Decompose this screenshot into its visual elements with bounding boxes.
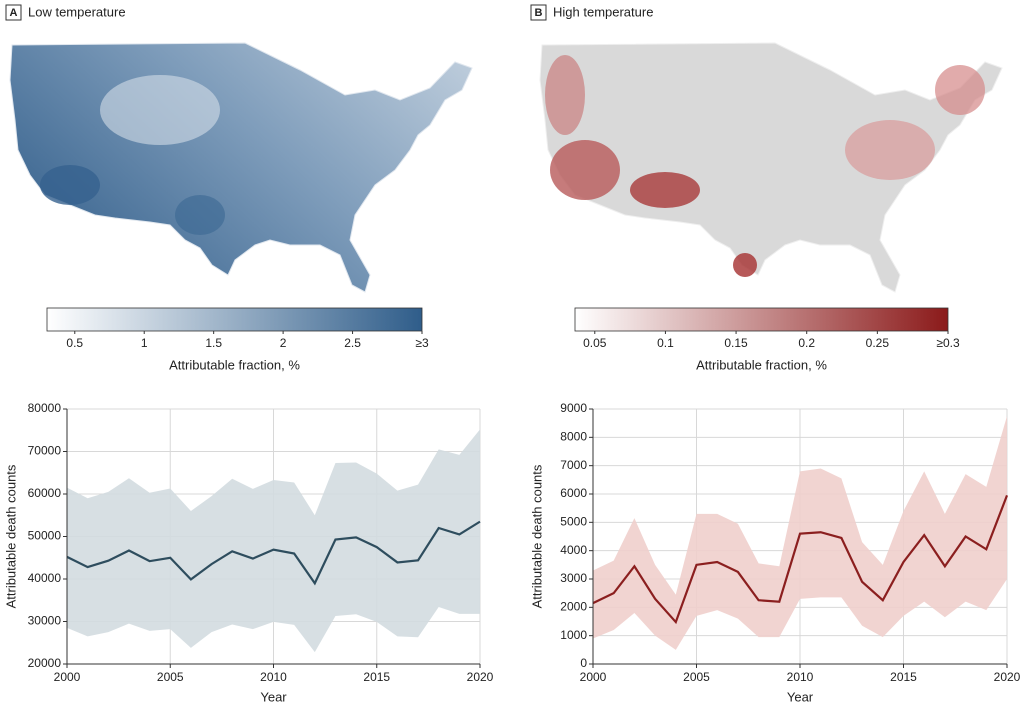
- line: [592, 495, 1009, 625]
- y-tick-label: 30000: [28, 614, 62, 628]
- x-tick-label: 1: [141, 336, 148, 350]
- x-tick-label: 0.1: [657, 336, 674, 350]
- x-tick-label: 2015: [363, 670, 390, 684]
- x-axis-label: Year: [787, 689, 814, 704]
- x-tick-label: 2010: [260, 670, 287, 684]
- y-tick-label: 20000: [28, 656, 62, 670]
- x-tick-label: 2000: [54, 670, 81, 684]
- line: [66, 520, 481, 586]
- panel-letter: A: [10, 7, 18, 19]
- panel-letter: B: [535, 7, 543, 19]
- y-tick-label: 1000: [560, 628, 587, 642]
- panel-title: Low temperature: [28, 4, 126, 19]
- confidence-band: [67, 429, 480, 653]
- colorbar: [574, 307, 949, 332]
- y-axis-label: Attributable death counts: [529, 464, 544, 608]
- x-tick-label: 0.25: [866, 336, 890, 350]
- y-tick-label: 60000: [28, 486, 62, 500]
- x-tick-label: 2.5: [344, 336, 361, 350]
- y-tick-label: 6000: [560, 486, 587, 500]
- x-tick-label: 2: [280, 336, 287, 350]
- x-tick-label: 2005: [683, 670, 710, 684]
- x-tick-label: 2000: [580, 670, 607, 684]
- y-tick-label: 3000: [560, 571, 587, 585]
- x-tick-label: 0.2: [798, 336, 815, 350]
- x-tick-label: 2020: [467, 670, 494, 684]
- y-tick-label: 8000: [560, 430, 587, 444]
- map-high: [539, 42, 1003, 293]
- colorbar: [46, 307, 423, 332]
- x-axis-label: Attributable fraction, %: [696, 357, 827, 372]
- x-tick-label: 0.05: [583, 336, 607, 350]
- x-tick-label: 1.5: [205, 336, 222, 350]
- x-tick-label: 0.5: [66, 336, 83, 350]
- x-tick-label: 0.15: [724, 336, 748, 350]
- y-tick-label: 2000: [560, 600, 587, 614]
- x-tick-label: 2010: [787, 670, 814, 684]
- y-tick-label: 50000: [28, 529, 62, 543]
- y-tick-label: 9000: [560, 401, 587, 415]
- y-tick-label: 7000: [560, 458, 587, 472]
- y-tick-label: 70000: [28, 444, 62, 458]
- x-tick-label: 2005: [157, 670, 184, 684]
- x-tick-label: 2020: [994, 670, 1021, 684]
- panel-letter-box: [5, 4, 22, 21]
- y-tick-label: 0: [580, 656, 587, 670]
- y-axis-label: Attributable death counts: [3, 464, 18, 608]
- y-tick-label: 4000: [560, 543, 587, 557]
- x-tick-label: 2015: [890, 670, 917, 684]
- y-tick-label: 5000: [560, 515, 587, 529]
- panel-title: High temperature: [553, 4, 653, 19]
- x-axis-label: Year: [260, 689, 287, 704]
- x-axis-label: Attributable fraction, %: [169, 357, 300, 372]
- y-tick-label: 40000: [28, 571, 62, 585]
- panel-letter-box: [530, 4, 547, 21]
- x-tick-label: ≥3: [415, 336, 429, 350]
- y-tick-label: 80000: [28, 401, 62, 415]
- map-low: [9, 42, 473, 293]
- x-tick-label: ≥0.3: [936, 336, 960, 350]
